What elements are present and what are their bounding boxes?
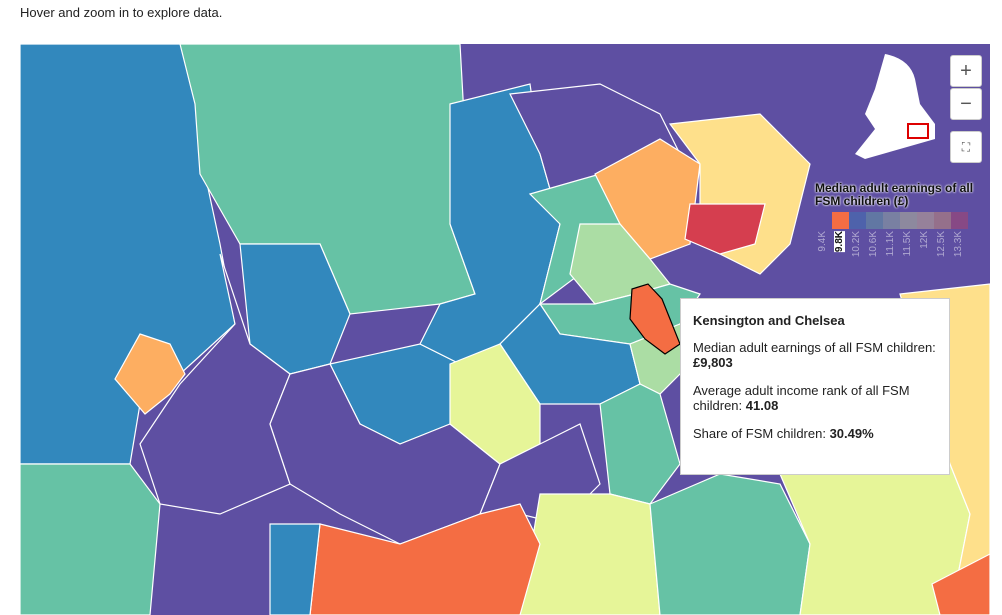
legend-label: 9.4K (815, 229, 832, 269)
region (139, 253, 291, 515)
legend-swatch (849, 212, 866, 229)
inset-viewport (907, 123, 929, 139)
region (931, 553, 990, 615)
legend-swatch (866, 212, 883, 229)
region (114, 333, 186, 415)
legend-label-text: 11.1K (885, 231, 896, 257)
legend-label: 9.8K (832, 229, 849, 269)
legend-label: 12.5K (934, 229, 951, 269)
region (20, 463, 161, 615)
inset-england (855, 54, 935, 159)
region (519, 493, 661, 615)
legend-label-text: 10.2K (851, 231, 862, 258)
tooltip: Kensington and Chelsea Median adult earn… (680, 298, 950, 475)
legend-swatch (934, 212, 951, 229)
legend-swatch (900, 212, 917, 229)
legend-label: 10.6K (866, 229, 883, 269)
legend-label: 11.1K (883, 229, 900, 269)
legend-label-text: 10.6K (868, 231, 879, 258)
legend-swatch (815, 212, 832, 229)
tooltip-title: Kensington and Chelsea (693, 313, 845, 328)
tooltip-label: Share of FSM children: (693, 426, 826, 441)
region (649, 473, 811, 615)
tooltip-row: Median adult earnings of all FSM childre… (693, 340, 937, 370)
legend-swatch (917, 212, 934, 229)
legend: Median adult earnings of all FSM childre… (815, 182, 980, 269)
region (269, 523, 321, 615)
tooltip-value: 30.49% (829, 426, 874, 441)
tooltip-row: Share of FSM children: 30.49% (693, 426, 937, 441)
tooltip-row: Average adult income rank of all FSM chi… (693, 383, 937, 413)
legend-swatch (951, 212, 968, 229)
legend-label-text: 12.5K (936, 231, 947, 258)
legend-title: Median adult earnings of all FSM childre… (815, 181, 974, 208)
legend-label-text: 9.8K (834, 231, 845, 253)
legend-label: 10.2K (849, 229, 866, 269)
tooltip-rows: Median adult earnings of all FSM childre… (693, 340, 937, 441)
zoom-out-button[interactable]: − (950, 88, 982, 120)
zoom-in-button[interactable]: + (950, 55, 982, 87)
tooltip-label: Median adult earnings of all FSM childre… (693, 340, 936, 355)
legend-label-text: 11.5K (902, 231, 913, 257)
legend-label: 12K (917, 229, 934, 269)
region (309, 503, 541, 615)
tooltip-value: 41.08 (745, 398, 779, 413)
tooltip-label: Average adult income rank of all FSM chi… (693, 383, 910, 413)
instruction: Hover and zoom in to explore data. (20, 5, 223, 20)
legend-label: 13.3K (951, 229, 968, 269)
legend-label: 11.5K (900, 229, 917, 269)
highlighted-region[interactable] (629, 283, 681, 355)
tooltip-value: £9,803 (693, 355, 733, 370)
fullscreen-button[interactable]: ⛶ (950, 131, 982, 163)
region (269, 363, 501, 545)
legend-swatch (883, 212, 900, 229)
legend-labels: 9.4K 9.8K 10.2K 10.6K 11.1K 11.5K 12K 12.5K 13.3… (815, 229, 980, 269)
legend-swatch (832, 212, 849, 229)
region (684, 203, 766, 255)
legend-swatches (815, 212, 980, 229)
legend-label-text: 9.4K (817, 231, 828, 252)
legend-label-text: 13.3K (953, 231, 964, 258)
legend-label-text: 12K (919, 231, 930, 249)
